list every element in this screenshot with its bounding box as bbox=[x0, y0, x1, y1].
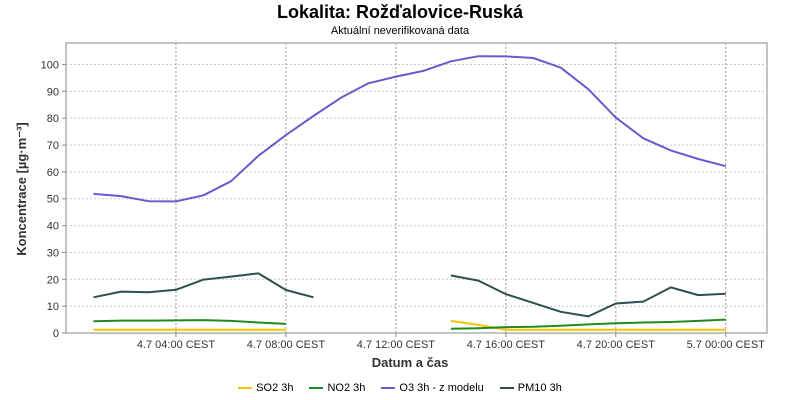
legend-item: O3 3h - z modelu bbox=[381, 381, 484, 395]
series-line-3 bbox=[93, 272, 314, 299]
grid-layer bbox=[65, 42, 768, 334]
series-line-1 bbox=[450, 318, 726, 330]
series-line-1 bbox=[93, 319, 286, 325]
x-tick-label: 4.7 20:00 CEST bbox=[577, 339, 656, 351]
chart-subtitle: Aktuální neverifikovaná data bbox=[330, 25, 470, 37]
legend-swatch bbox=[238, 387, 253, 389]
x-tick-label: 5.7 00:00 CEST bbox=[687, 339, 766, 351]
axes-layer bbox=[62, 63, 727, 337]
chart-title: Lokalita: Rožďalovice-Ruská bbox=[276, 2, 523, 22]
x-axis-title: Datum a čas bbox=[372, 355, 449, 370]
y-axis-title: Koncentrace [µg·m⁻³] bbox=[14, 122, 29, 256]
y-tick-label: 30 bbox=[47, 247, 59, 259]
legend-swatch bbox=[309, 387, 324, 389]
series-layer bbox=[93, 55, 727, 331]
legend: SO2 3h NO2 3h O3 3h - z modelu PM10 3h bbox=[0, 381, 800, 395]
y-tick-label: 20 bbox=[47, 274, 59, 286]
y-tick-label: 100 bbox=[41, 59, 59, 71]
labels-layer: 0 10 20 30 40 50 60 70 80 90 100 4.7 04:00 CEST 4.7 … bbox=[41, 59, 766, 351]
legend-label: NO2 3h bbox=[327, 382, 366, 394]
series-line-2 bbox=[93, 55, 727, 203]
legend-label: SO2 3h bbox=[256, 382, 294, 394]
legend-item: PM10 3h bbox=[499, 381, 562, 395]
legend-item: SO2 3h bbox=[238, 381, 293, 395]
y-tick-label: 90 bbox=[47, 86, 59, 98]
y-tick-label: 50 bbox=[47, 194, 59, 206]
y-tick-label: 80 bbox=[47, 113, 59, 125]
x-tick-label: 4.7 12:00 CEST bbox=[357, 339, 436, 351]
y-tick-label: 0 bbox=[53, 328, 59, 340]
legend-label: O3 3h - z modelu bbox=[399, 382, 484, 394]
y-tick-label: 60 bbox=[47, 167, 59, 179]
legend-swatch bbox=[381, 387, 396, 389]
x-tick-label: 4.7 16:00 CEST bbox=[467, 339, 546, 351]
legend-swatch bbox=[499, 387, 514, 389]
y-tick-label: 70 bbox=[47, 140, 59, 152]
x-tick-label: 4.7 04:00 CEST bbox=[137, 339, 216, 351]
legend-label: PM10 3h bbox=[517, 382, 562, 394]
y-tick-label: 40 bbox=[47, 221, 59, 233]
y-tick-label: 10 bbox=[47, 301, 59, 313]
series-line-3 bbox=[450, 274, 726, 318]
legend-item: NO2 3h bbox=[309, 381, 365, 395]
x-tick-label: 4.7 08:00 CEST bbox=[247, 339, 326, 351]
